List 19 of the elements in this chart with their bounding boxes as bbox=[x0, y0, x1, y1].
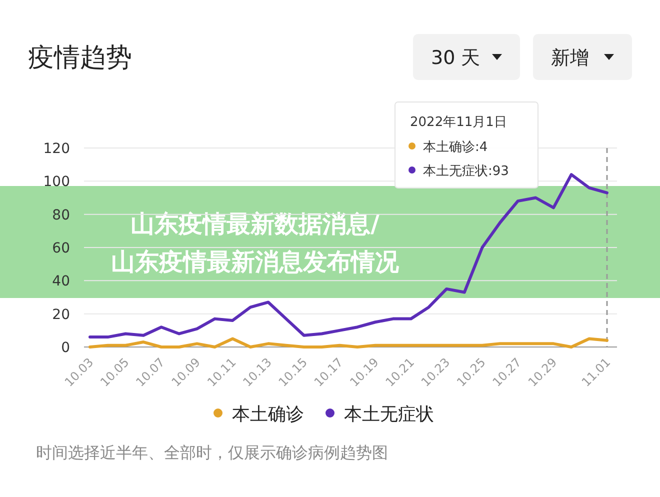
text: 时间选择近半年、全部时，仅展示确诊病例趋势图 bbox=[36, 443, 388, 462]
y-tick-label: 120 bbox=[43, 141, 70, 157]
y-tick-label: 100 bbox=[43, 174, 70, 190]
y-tick-label: 20 bbox=[52, 306, 70, 323]
tooltip: 2022年11月1日 本土确诊:4 本土无症状:93 bbox=[394, 102, 538, 188]
legend-label: 本土确诊 bbox=[232, 404, 304, 425]
annotation: 山东疫情最新数据消息/山东疫情最新消息发布情况 bbox=[111, 210, 400, 276]
legend: 本土确诊 bbox=[214, 404, 304, 425]
chart-title: 疫情趋势 bbox=[28, 43, 132, 73]
y-tick-label: 80 bbox=[52, 207, 70, 224]
annotation: 本土无症状:93 bbox=[423, 164, 509, 179]
annotation: 本土确诊:4 bbox=[423, 140, 488, 155]
dropdown: 新增 bbox=[533, 34, 632, 80]
legend: 本土无症状 bbox=[326, 404, 434, 425]
y-tick-label: 40 bbox=[52, 274, 70, 290]
y-tick-label: 60 bbox=[52, 240, 70, 256]
dropdown: 30 天 bbox=[413, 34, 520, 80]
legend-label: 本土无症状 bbox=[344, 404, 434, 425]
y-tick-label: 0 bbox=[61, 340, 70, 356]
